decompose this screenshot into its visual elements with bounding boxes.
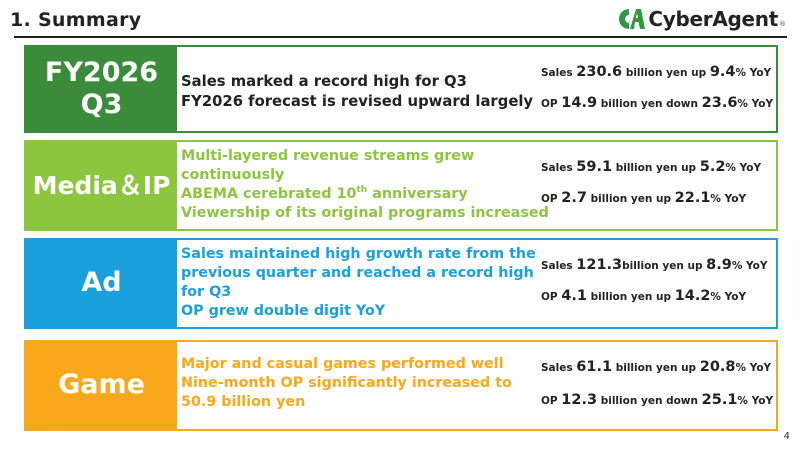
game-section: Game Major and casual games performed we… — [24, 340, 778, 431]
ad-sales: Sales 121.3billion yen up 8.9% YoY — [541, 257, 768, 273]
summary-label-line1: FY2026 — [44, 56, 159, 88]
ad-desc-line2: previous quarter and reached a record hi… — [181, 264, 534, 281]
media-ip-label: Media＆IP — [26, 142, 177, 229]
media-ip-section: Media＆IP Multi-layered revenue streams g… — [24, 140, 778, 231]
summary-description: Sales marked a record high for Q3 FY2026… — [181, 72, 533, 111]
game-desc-line1: Major and casual games performed well — [181, 356, 504, 372]
game-description: Major and casual games performed well Ni… — [181, 355, 512, 412]
logo-text: CyberAgent — [648, 7, 778, 31]
ad-desc-line3: for Q3 — [181, 283, 232, 300]
media-desc-line4: Viewership of its original programs incr… — [181, 204, 549, 221]
game-label: Game — [26, 342, 177, 429]
ad-desc-line4: OP grew double digit YoY — [181, 302, 386, 319]
game-op: OP 12.3 billion yen down 25.1% YoY — [541, 392, 774, 408]
media-ip-description: Multi-layered revenue streams grew conti… — [181, 147, 549, 222]
media-desc-line1: Multi-layered revenue streams grew — [181, 148, 475, 164]
ad-section: Ad Sales maintained high growth rate fro… — [24, 238, 778, 329]
summary-desc-line2: FY2026 forecast is revised upward largel… — [181, 92, 534, 110]
company-logo: CyberAgent ® — [615, 4, 786, 34]
game-desc-line2: Nine-month OP significantly increased to — [181, 374, 512, 391]
game-sales: Sales 61.1 billion yen up 20.8% YoY — [541, 359, 772, 375]
page-number: 4 — [783, 431, 790, 442]
ad-desc-line1: Sales maintained high growth rate from t… — [181, 246, 536, 262]
ad-description: Sales maintained high growth rate from t… — [181, 245, 536, 320]
summary-op: OP 14.9 billion yen down 23.6% YoY — [541, 95, 774, 111]
header-divider — [14, 36, 787, 38]
media-sales: Sales 59.1 billion yen up 5.2% YoY — [541, 159, 762, 175]
media-desc-line2: continuously — [181, 166, 285, 183]
summary-sales: Sales 230.6 billion yen up 9.4% YoY — [541, 64, 772, 80]
page-title: 1. Summary — [10, 9, 142, 31]
game-desc-line3: 50.9 billion yen — [181, 393, 306, 410]
ad-label: Ad — [26, 240, 177, 327]
summary-desc-line1: Sales marked a record high for Q3 — [181, 73, 467, 90]
media-desc-line3: ABEMA cerebrated 10th anniversary — [181, 184, 468, 202]
media-op: OP 2.7 billion yen up 22.1% YoY — [541, 190, 747, 206]
logo-registered-mark: ® — [779, 20, 786, 28]
ad-op: OP 4.1 billion yen up 14.2% YoY — [541, 288, 747, 304]
cyberagent-logo-icon — [619, 9, 646, 29]
summary-label-line2: Q3 — [80, 89, 123, 120]
summary-section: FY2026 Q3 Sales marked a record high for … — [24, 45, 778, 133]
summary-label: FY2026 Q3 — [26, 47, 177, 131]
